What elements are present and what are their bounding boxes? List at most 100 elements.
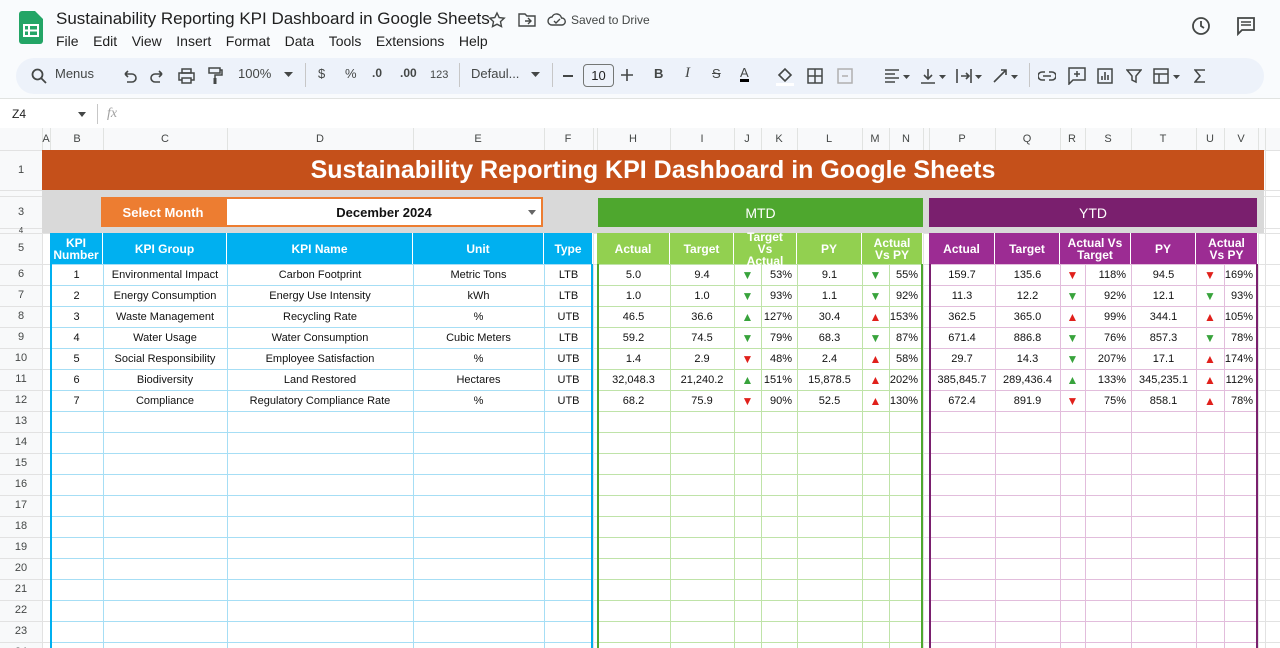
column-divider — [1196, 128, 1197, 150]
status-icon: ▲ — [1204, 309, 1216, 324]
ytd-value: 135.6 — [1013, 268, 1042, 281]
table-grid-line — [734, 233, 735, 648]
link-icon[interactable] — [1038, 70, 1056, 82]
table-grid-line — [103, 233, 104, 648]
menu-item[interactable]: Format — [225, 33, 271, 49]
strikethrough[interactable]: S — [712, 66, 721, 81]
column-header: A — [42, 133, 50, 145]
banner: Sustainability Reporting KPI Dashboard i… — [42, 150, 1264, 190]
history-icon[interactable] — [1190, 15, 1212, 37]
fx-label: fx — [107, 106, 118, 121]
separator — [459, 63, 460, 87]
kpi-type: UTB — [557, 352, 580, 365]
star-icon[interactable] — [488, 11, 506, 29]
table-grid-line — [50, 537, 593, 538]
status-icon: ▲ — [1204, 372, 1216, 387]
status-icon: ▲ — [1066, 372, 1079, 387]
font-size[interactable]: 10 — [583, 64, 614, 87]
search-menus[interactable]: Menus — [55, 66, 95, 81]
table-grid-line — [50, 390, 593, 391]
table-grid-line — [50, 558, 593, 559]
menu-item[interactable]: View — [131, 33, 162, 49]
table-grid-line — [929, 495, 1258, 496]
table-header: Unit — [413, 233, 544, 264]
column-divider — [544, 128, 545, 150]
filter-icon[interactable] — [1126, 68, 1142, 84]
percent-format[interactable]: % — [345, 66, 357, 81]
status-icon: ▼ — [1066, 330, 1079, 345]
ytd-value: 17.1 — [1152, 352, 1175, 365]
wrap-icon[interactable] — [956, 68, 984, 84]
table-icon[interactable] — [1153, 68, 1183, 84]
month-dropdown[interactable]: December 2024 — [225, 197, 543, 227]
column-divider — [593, 128, 594, 150]
name-box[interactable]: Z4 — [12, 107, 27, 121]
column-header: J — [744, 133, 750, 145]
ytd-value: 345,235.1 — [1139, 373, 1188, 386]
decrease-decimal[interactable]: .0 — [372, 66, 383, 80]
row-header: 15 — [14, 457, 28, 469]
align-icon[interactable] — [884, 68, 912, 84]
chart-icon[interactable] — [1097, 68, 1113, 84]
row-header: 5 — [17, 242, 25, 254]
redo-icon[interactable] — [150, 68, 166, 84]
increase-decimal[interactable]: .00 — [400, 66, 417, 80]
number-format[interactable]: 123 — [430, 69, 449, 81]
table-grid-line — [597, 579, 923, 580]
text-color[interactable]: A — [740, 65, 749, 82]
menu-item[interactable]: Insert — [176, 33, 212, 49]
mtd-value: 9.1 — [821, 268, 838, 281]
decrease-size[interactable] — [563, 75, 573, 77]
currency-format[interactable]: $ — [318, 66, 326, 81]
paint-format-icon[interactable] — [207, 67, 223, 85]
fill-color-icon[interactable] — [776, 66, 794, 86]
status-icon: ▼ — [1066, 288, 1079, 303]
grid-line — [413, 150, 414, 648]
grid-line — [0, 196, 1280, 197]
grid-line — [995, 150, 996, 648]
grid-line — [597, 150, 598, 648]
font-family[interactable]: Defaul... — [471, 66, 520, 81]
menu-item[interactable]: Tools — [328, 33, 362, 49]
zoom[interactable]: 100% — [238, 66, 272, 81]
row-header: 14 — [14, 436, 28, 448]
column-header: B — [73, 133, 81, 145]
table-grid-line — [597, 411, 923, 412]
menu-item[interactable]: File — [56, 33, 79, 49]
move-icon[interactable] — [517, 11, 537, 29]
undo-icon[interactable] — [121, 68, 137, 84]
italic[interactable]: I — [685, 65, 690, 81]
ytd-value: 344.1 — [1149, 310, 1178, 323]
grid-line — [0, 495, 1280, 496]
comment-icon[interactable] — [1068, 67, 1086, 85]
kpi-name: Regulatory Compliance Rate — [249, 394, 391, 407]
comments-icon[interactable] — [1236, 16, 1256, 36]
merge-icon[interactable] — [837, 68, 861, 84]
table-grid-line — [597, 390, 923, 391]
print-icon[interactable] — [178, 68, 195, 84]
kpi-type: UTB — [557, 310, 580, 323]
rotate-icon[interactable] — [992, 68, 1020, 84]
mtd-value: 9.4 — [694, 268, 710, 281]
borders-icon[interactable] — [807, 68, 823, 84]
valign-icon[interactable] — [920, 68, 948, 84]
kpi-number: 4 — [73, 331, 80, 344]
table-header: Target — [995, 233, 1060, 264]
status-icon: ▼ — [869, 330, 882, 345]
search-icon[interactable] — [31, 68, 47, 84]
row-header: 13 — [14, 415, 28, 427]
table-grid-line — [929, 579, 1258, 580]
menu-item[interactable]: Data — [284, 33, 315, 49]
functions-icon[interactable] — [1194, 69, 1206, 83]
menu-item[interactable]: Extensions — [375, 33, 445, 49]
column-divider — [797, 128, 798, 150]
column-divider — [734, 128, 735, 150]
table-grid-line — [597, 432, 923, 433]
column-header: L — [825, 133, 833, 145]
bold[interactable]: B — [654, 66, 664, 81]
menu-item[interactable]: Edit — [93, 33, 118, 49]
column-divider — [597, 128, 598, 150]
menu-item[interactable]: Help — [458, 33, 488, 49]
ytd-value: 891.9 — [1013, 394, 1042, 407]
increase-size[interactable] — [621, 69, 633, 81]
